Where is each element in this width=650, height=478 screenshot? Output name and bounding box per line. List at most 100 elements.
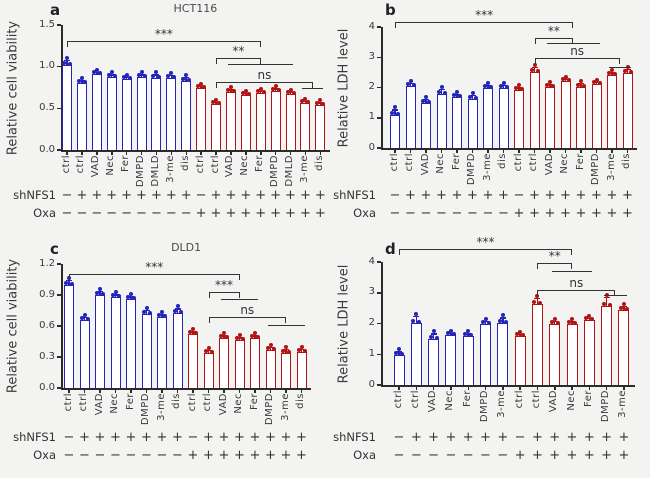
data-point <box>287 349 291 354</box>
panel-letter: a <box>50 1 61 19</box>
bar <box>410 322 422 385</box>
data-point <box>225 335 229 340</box>
x-tick <box>564 149 567 153</box>
error-bar-cap <box>213 101 219 103</box>
error-bar-cap <box>482 320 489 323</box>
x-tick <box>554 386 556 390</box>
bar-label: ctrl <box>75 155 87 174</box>
x-tick <box>626 149 629 153</box>
x-tick <box>274 151 277 155</box>
data-point <box>483 316 488 321</box>
oxa-value: + <box>583 448 595 463</box>
shnfs1-value: − <box>63 430 75 445</box>
y-tick <box>377 384 381 386</box>
bar-label: ctrl <box>186 393 198 412</box>
data-point <box>601 301 606 306</box>
data-point <box>518 329 523 334</box>
data-point <box>535 69 540 74</box>
y-axis <box>61 264 63 389</box>
group-line <box>267 325 305 327</box>
data-point <box>141 309 146 314</box>
data-point <box>570 317 574 322</box>
bar-label: DMPD <box>590 153 601 186</box>
bar <box>95 295 105 388</box>
oxa-value: − <box>172 448 183 463</box>
data-point <box>597 81 602 86</box>
x-tick <box>440 149 443 153</box>
error-bar-cap <box>205 349 212 352</box>
data-point <box>76 78 81 83</box>
data-point <box>573 321 577 326</box>
error-bar-cap <box>174 308 181 310</box>
data-point <box>255 89 260 94</box>
error-bar-cap <box>190 331 196 333</box>
shnfs1-value: + <box>203 430 214 445</box>
bar <box>601 305 613 385</box>
y-tick-label: 1.5 <box>39 18 55 30</box>
bar-label: VAD <box>543 153 555 176</box>
bar-label: VAD <box>93 393 105 416</box>
oxa-row-label: Oxa <box>33 448 56 462</box>
error-bar <box>549 85 551 89</box>
bar <box>390 114 400 148</box>
error-bar-cap <box>183 76 190 78</box>
data-point <box>628 69 633 74</box>
y-tick-label: 0.0 <box>39 381 55 393</box>
shnfs1-value: + <box>76 188 88 203</box>
data-point <box>486 80 490 85</box>
x-tick <box>415 386 418 390</box>
data-point <box>172 74 177 79</box>
bar <box>166 77 177 150</box>
data-point <box>79 75 84 80</box>
panel-letter: b <box>385 1 396 19</box>
bar <box>281 352 291 388</box>
data-point <box>607 302 612 307</box>
error-bar-cap <box>221 335 227 337</box>
x-tick <box>611 149 613 153</box>
bar-label: Nec <box>565 390 577 411</box>
x-tick <box>319 151 322 155</box>
bar-label: Fer <box>124 393 136 410</box>
shnfs1-value: + <box>255 188 267 203</box>
x-tick <box>398 386 400 390</box>
bar-label: dis <box>171 393 182 409</box>
data-point <box>489 84 493 89</box>
bar-label: 3-me <box>605 153 617 181</box>
data-point <box>538 300 543 305</box>
bar-label: VAD <box>548 390 560 413</box>
data-point <box>129 292 133 297</box>
x-tick <box>304 151 307 155</box>
bar-label: VAD <box>90 155 102 178</box>
shnfs1-value: + <box>405 188 416 203</box>
data-point <box>258 86 263 91</box>
error-bar <box>484 321 487 326</box>
sig-bracket <box>537 263 572 269</box>
bar <box>514 89 524 148</box>
oxa-value: − <box>497 448 509 463</box>
data-point <box>517 83 521 88</box>
shnfs1-value: + <box>575 188 587 203</box>
x-axis <box>61 150 330 152</box>
shnfs1-value: + <box>591 188 602 203</box>
data-point <box>455 90 459 95</box>
group-line <box>227 64 294 66</box>
y-tick-label: 0.0 <box>39 143 55 155</box>
x-tick <box>192 389 194 393</box>
y-tick <box>57 107 61 110</box>
data-point <box>121 75 126 80</box>
oxa-value: + <box>195 206 207 221</box>
shnfs1-value: + <box>531 430 543 445</box>
bar-label: 3-me <box>155 393 167 421</box>
data-point <box>532 62 537 67</box>
error-bar <box>81 80 83 85</box>
bar <box>265 349 276 388</box>
bar-label: 3-me <box>279 393 291 421</box>
bar-label: dis <box>621 153 632 169</box>
oxa-value: − <box>389 206 401 221</box>
x-tick <box>111 151 113 155</box>
x-tick <box>285 389 287 393</box>
bar-label: ctrl <box>528 153 539 172</box>
data-point <box>184 72 189 77</box>
oxa-value: − <box>125 448 137 463</box>
data-point <box>529 68 534 73</box>
